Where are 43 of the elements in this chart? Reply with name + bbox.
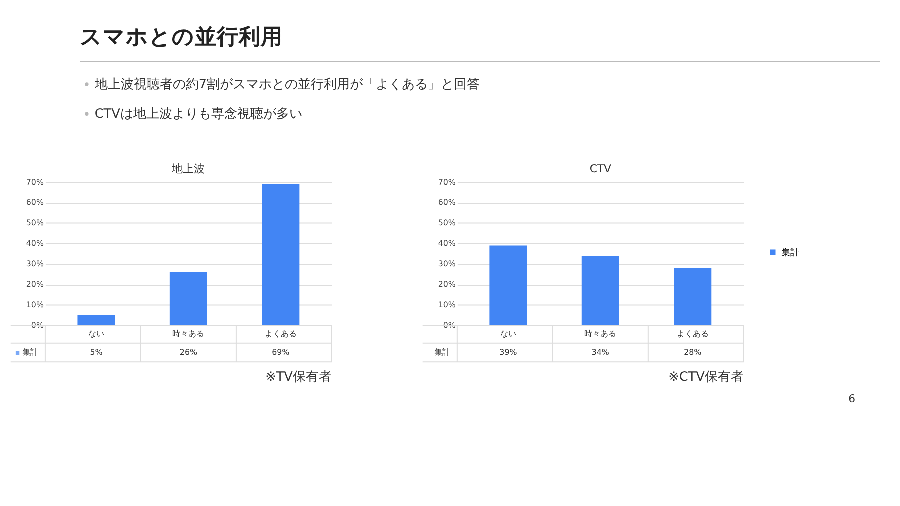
text: 39% [500,348,518,358]
text: 地上波視聴者の約7割がスマホとの並行利用が「よくある」と回答 [94,77,480,92]
bar [674,268,712,326]
chart-title: CTV [590,162,612,176]
chart-title: 地上波 [171,162,206,176]
x-tick-label: 時々ある [172,329,205,338]
x-tick-label: ない [88,329,104,338]
text: 34% [592,348,610,358]
text: 26% [180,348,198,358]
y-tick-label: 30% [26,260,44,269]
y-tick-label: 30% [438,260,456,269]
x-tick-label: 時々ある [584,329,617,338]
text: ※CTV保有者 [668,370,744,385]
y-tick-label: 20% [26,280,44,290]
x-tick-label: よくある [676,329,709,338]
y-tick-label: 40% [26,239,44,248]
text: 5% [90,348,103,358]
text: CTVは地上波よりも専念視聴が多い [94,107,302,122]
bar [170,272,208,326]
y-tick-label: 70% [26,178,44,187]
y-tick-label: 50% [438,218,456,228]
y-tick-label: 20% [438,280,456,290]
y-tick-label: 40% [438,239,456,248]
bar [490,246,528,326]
bar [78,315,116,326]
text: 6 [848,392,856,406]
bar [582,256,620,326]
y-tick-label: 70% [438,178,456,187]
legend-label: 集計 [781,247,800,258]
y-tick-label: 10% [438,300,456,310]
legend-label: 集計 [22,348,39,358]
text: 69% [272,348,290,358]
x-tick-label: ない [500,329,516,338]
text: スマホとの並行利用 [80,24,284,50]
x-tick-label: よくある [264,329,297,338]
text: 集計 [434,348,451,358]
bar [262,184,300,326]
text: 28% [684,348,702,358]
text: ※TV保有者 [266,370,332,385]
y-tick-label: 50% [26,218,44,228]
y-tick-label: 10% [26,300,44,310]
y-tick-label: 60% [26,198,44,208]
y-tick-label: 60% [438,198,456,208]
